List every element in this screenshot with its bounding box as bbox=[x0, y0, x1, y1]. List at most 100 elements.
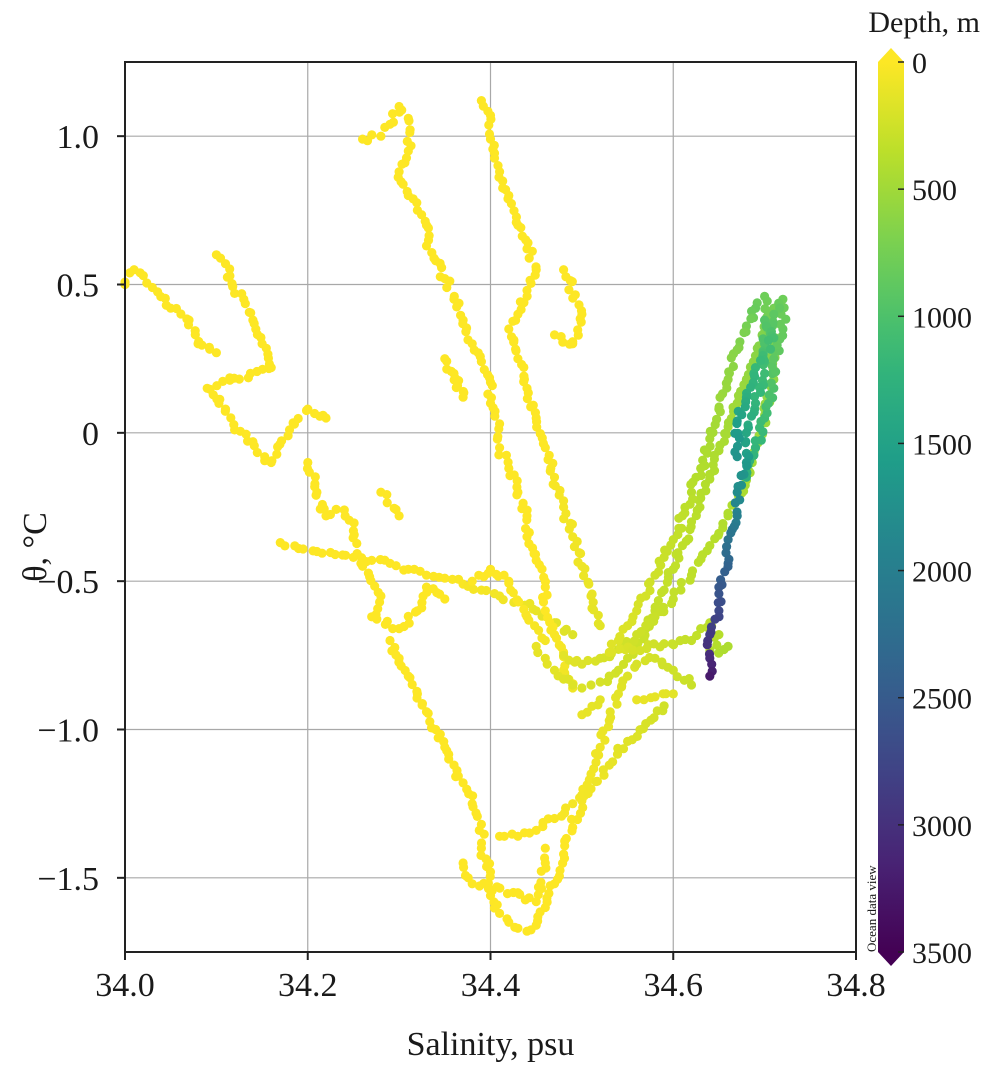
data-point bbox=[524, 253, 534, 263]
data-point bbox=[561, 833, 571, 844]
data-point bbox=[540, 843, 550, 853]
data-point bbox=[705, 434, 715, 444]
data-point bbox=[583, 655, 593, 666]
data-point bbox=[692, 630, 702, 641]
data-point bbox=[514, 597, 524, 607]
y-axis-title: θ, °C bbox=[17, 512, 54, 582]
data-point bbox=[549, 472, 560, 482]
data-point bbox=[705, 541, 715, 551]
data-point bbox=[526, 278, 536, 288]
data-point bbox=[595, 742, 605, 752]
data-point bbox=[561, 624, 571, 635]
data-point bbox=[230, 288, 240, 298]
data-point bbox=[628, 645, 638, 655]
data-point bbox=[372, 614, 382, 624]
data-point bbox=[501, 450, 511, 460]
data-point bbox=[504, 324, 514, 334]
data-point bbox=[695, 502, 705, 512]
data-point bbox=[669, 640, 679, 650]
data-point bbox=[303, 404, 313, 414]
data-point bbox=[586, 784, 596, 794]
data-point bbox=[605, 707, 615, 717]
x-tick-label: 34.2 bbox=[278, 967, 338, 1004]
data-point bbox=[522, 394, 533, 404]
data-point bbox=[674, 513, 684, 523]
data-point bbox=[650, 612, 660, 622]
data-point bbox=[504, 463, 514, 473]
data-point bbox=[639, 695, 649, 705]
data-point bbox=[499, 831, 509, 841]
data-point bbox=[750, 443, 761, 453]
data-point bbox=[650, 570, 660, 580]
data-point bbox=[668, 594, 678, 604]
data-point bbox=[720, 567, 730, 577]
y-tick-label: −0.5 bbox=[37, 564, 99, 601]
x-axis-title: Salinity, psu bbox=[407, 1026, 575, 1063]
data-point bbox=[382, 616, 392, 627]
data-point bbox=[669, 587, 679, 597]
data-point bbox=[492, 434, 502, 444]
data-point bbox=[701, 486, 711, 496]
data-point bbox=[559, 514, 569, 524]
data-point bbox=[718, 519, 728, 529]
data-point bbox=[388, 624, 398, 634]
data-point bbox=[573, 325, 583, 335]
data-point bbox=[549, 813, 560, 824]
data-point bbox=[623, 671, 633, 681]
data-point bbox=[561, 272, 571, 282]
data-point bbox=[673, 548, 683, 558]
data-point bbox=[487, 381, 497, 391]
data-point bbox=[555, 865, 565, 876]
data-point bbox=[769, 309, 779, 319]
data-point bbox=[376, 487, 386, 497]
data-point bbox=[741, 428, 752, 438]
data-point bbox=[778, 331, 788, 341]
data-point bbox=[723, 641, 733, 652]
data-point bbox=[586, 680, 596, 690]
colorbar-top-arrow bbox=[878, 48, 904, 62]
data-point bbox=[522, 532, 532, 542]
data-point bbox=[388, 109, 398, 119]
data-point bbox=[440, 573, 450, 583]
data-point bbox=[468, 791, 478, 801]
data-point bbox=[606, 639, 617, 649]
data-point bbox=[397, 105, 407, 115]
data-point bbox=[769, 354, 779, 364]
data-point bbox=[705, 671, 715, 681]
data-point bbox=[650, 653, 660, 663]
data-point bbox=[537, 564, 547, 574]
data-point bbox=[423, 223, 433, 233]
data-point bbox=[574, 300, 584, 310]
data-point bbox=[403, 611, 413, 622]
data-point bbox=[321, 413, 331, 423]
data-point bbox=[495, 443, 505, 453]
data-point bbox=[385, 635, 395, 646]
data-point bbox=[524, 615, 534, 625]
data-point bbox=[618, 744, 629, 754]
data-point bbox=[568, 680, 578, 690]
data-point bbox=[423, 708, 433, 719]
data-point bbox=[568, 822, 578, 833]
data-point bbox=[660, 545, 670, 555]
data-point bbox=[632, 659, 642, 669]
data-point bbox=[490, 411, 500, 421]
data-point bbox=[330, 549, 340, 560]
data-point bbox=[702, 640, 712, 650]
data-point bbox=[479, 829, 489, 839]
data-point bbox=[687, 566, 698, 576]
data-point bbox=[591, 749, 601, 759]
colorbar-bottom-arrow bbox=[878, 952, 904, 966]
data-point bbox=[540, 635, 550, 646]
data-point bbox=[252, 447, 262, 458]
data-point bbox=[578, 802, 588, 813]
data-point bbox=[540, 853, 550, 863]
data-point bbox=[540, 443, 550, 453]
data-point bbox=[376, 131, 386, 141]
data-point bbox=[440, 594, 450, 604]
colorbar-tick-label: 0 bbox=[912, 47, 927, 80]
data-point bbox=[713, 598, 723, 608]
data-point bbox=[467, 879, 477, 889]
data-point bbox=[403, 146, 413, 156]
x-tick-label: 34.6 bbox=[644, 967, 704, 1004]
